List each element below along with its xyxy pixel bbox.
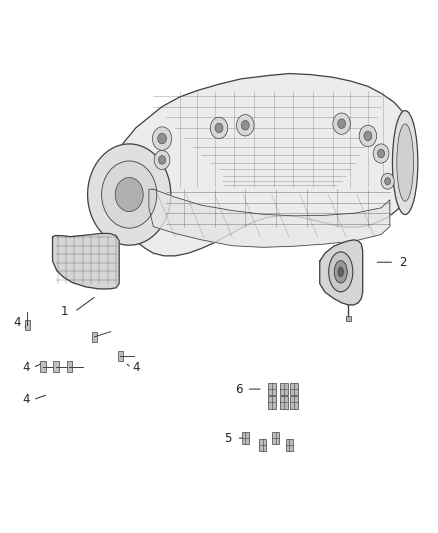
Bar — [92, 332, 97, 342]
FancyBboxPatch shape — [286, 439, 293, 451]
Bar — [118, 351, 123, 361]
FancyBboxPatch shape — [290, 396, 298, 409]
Ellipse shape — [328, 252, 353, 292]
Circle shape — [385, 177, 391, 185]
Polygon shape — [53, 233, 119, 289]
Polygon shape — [320, 240, 363, 305]
Circle shape — [159, 156, 166, 164]
Circle shape — [241, 120, 249, 130]
Text: 5: 5 — [224, 432, 231, 445]
Circle shape — [115, 177, 143, 212]
Bar — [67, 361, 72, 372]
Circle shape — [373, 144, 389, 163]
Ellipse shape — [334, 261, 347, 283]
FancyBboxPatch shape — [268, 383, 276, 395]
Bar — [40, 361, 46, 372]
FancyBboxPatch shape — [290, 383, 298, 395]
Ellipse shape — [392, 110, 418, 215]
Circle shape — [237, 115, 254, 136]
FancyBboxPatch shape — [272, 432, 279, 444]
Bar — [53, 361, 59, 372]
Circle shape — [378, 149, 385, 158]
Circle shape — [333, 113, 350, 134]
FancyBboxPatch shape — [280, 383, 288, 395]
Circle shape — [102, 161, 157, 228]
Circle shape — [154, 150, 170, 169]
Circle shape — [359, 125, 377, 147]
Ellipse shape — [397, 124, 413, 201]
FancyBboxPatch shape — [242, 432, 249, 444]
FancyBboxPatch shape — [268, 396, 276, 409]
Polygon shape — [149, 189, 390, 247]
Text: 2: 2 — [399, 256, 407, 269]
FancyBboxPatch shape — [280, 396, 288, 409]
FancyBboxPatch shape — [259, 439, 266, 451]
Circle shape — [364, 131, 372, 141]
Text: 4: 4 — [14, 316, 21, 329]
Polygon shape — [118, 74, 416, 256]
Text: 6: 6 — [235, 383, 243, 395]
Bar — [25, 320, 30, 330]
Text: 4: 4 — [22, 393, 30, 406]
Text: 4: 4 — [22, 361, 30, 374]
Text: 1: 1 — [61, 305, 69, 318]
Circle shape — [381, 173, 394, 189]
Circle shape — [88, 144, 171, 245]
Circle shape — [338, 119, 346, 128]
Circle shape — [215, 123, 223, 133]
Ellipse shape — [338, 267, 343, 277]
Circle shape — [152, 127, 172, 150]
Text: 4: 4 — [132, 361, 140, 374]
Circle shape — [158, 133, 166, 144]
Circle shape — [210, 117, 228, 139]
Bar — [346, 316, 351, 321]
